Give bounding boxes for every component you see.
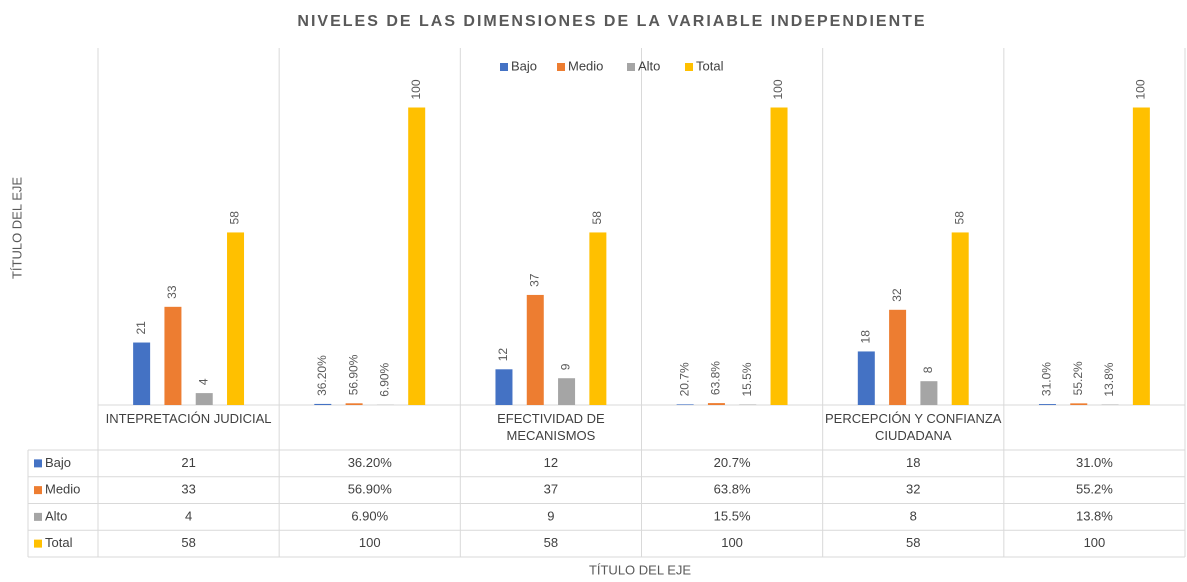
data-label: 100: [409, 79, 423, 99]
table-cell: 56.90%: [348, 482, 393, 497]
bar: [952, 232, 969, 405]
bar: [920, 381, 937, 405]
table-cell: 13.8%: [1076, 508, 1113, 523]
table-cell: 37: [544, 482, 558, 497]
table-cell: 33: [181, 482, 195, 497]
bar: [771, 108, 788, 406]
bar: [227, 232, 244, 405]
table-row-label: Total: [45, 535, 73, 550]
category-label-box: EFECTIVIDAD DE MECANISMOS: [462, 407, 639, 451]
legend-key: [34, 513, 42, 521]
table-cell: 31.0%: [1076, 455, 1113, 470]
legend-label: Medio: [568, 58, 603, 73]
table-cell: 4: [185, 508, 192, 523]
data-label: 6.90%: [378, 362, 392, 396]
legend-label: Alto: [638, 58, 660, 73]
table-cell: 6.90%: [351, 508, 388, 523]
data-label: 32: [890, 288, 904, 302]
data-label: 63.8%: [709, 361, 723, 395]
data-label: 20.7%: [677, 362, 691, 396]
bar: [133, 343, 150, 405]
legend-key: [685, 63, 693, 71]
bar: [196, 393, 213, 405]
bar: [677, 404, 694, 405]
data-label: 4: [196, 378, 210, 385]
legend-key: [627, 63, 635, 71]
bar: [408, 108, 425, 406]
data-label: 18: [858, 330, 872, 344]
bar: [527, 295, 544, 405]
legend-key: [34, 459, 42, 467]
table-cell: 8: [910, 508, 917, 523]
bar: [314, 404, 331, 405]
chart-title: NIVELES DE LAS DIMENSIONES DE LA VARIABL…: [297, 13, 926, 30]
legend-label: Bajo: [511, 58, 537, 73]
data-label: 12: [496, 348, 510, 362]
table-cell: 9: [547, 508, 554, 523]
data-label: 100: [1134, 79, 1148, 99]
data-label: 55.2%: [1071, 361, 1085, 395]
bar: [858, 351, 875, 405]
x-tick-label: EFECTIVIDAD DE MECANISMOS: [462, 407, 639, 444]
table-row-label: Medio: [45, 482, 80, 497]
data-label: 33: [165, 285, 179, 299]
bar: [708, 403, 725, 405]
category-label-box: PERCEPCIÓN Y CONFIANZA CIUDADANA: [825, 407, 1002, 451]
data-label: 37: [527, 273, 541, 287]
table-cell: 55.2%: [1076, 482, 1113, 497]
bar: [495, 369, 512, 405]
data-label: 13.8%: [1102, 362, 1116, 396]
legend-key: [500, 63, 508, 71]
table-cell: 32: [906, 482, 920, 497]
data-label: 21: [134, 321, 148, 335]
table-cell: 58: [544, 535, 558, 550]
bar: [164, 307, 181, 405]
table-cell: 20.7%: [714, 455, 751, 470]
table-cell: 15.5%: [714, 508, 751, 523]
table-cell: 12: [544, 455, 558, 470]
table-cell: 21: [181, 455, 195, 470]
x-tick-label: PERCEPCIÓN Y CONFIANZA CIUDADANA: [825, 407, 1002, 444]
legend-key: [34, 486, 42, 494]
bar: [589, 232, 606, 405]
y-axis-title: TÍTULO DEL EJE: [9, 177, 24, 279]
data-label: 36.20%: [315, 355, 329, 396]
bar: [1039, 404, 1056, 405]
category-label-box: INTEPRETACIÓN JUDICIAL: [100, 407, 277, 451]
table-cell: 58: [906, 535, 920, 550]
table-row-label: Alto: [45, 508, 67, 523]
bar: [1133, 108, 1150, 406]
x-tick-label: INTEPRETACIÓN JUDICIAL: [100, 407, 277, 427]
data-label: 58: [952, 211, 966, 225]
table-cell: 58: [181, 535, 195, 550]
legend-label: Total: [696, 58, 724, 73]
bar: [1070, 403, 1087, 405]
table-cell: 100: [721, 535, 743, 550]
table-cell: 100: [359, 535, 381, 550]
table-cell: 100: [1084, 535, 1106, 550]
table-cell: 63.8%: [714, 482, 751, 497]
data-label: 31.0%: [1040, 362, 1054, 396]
legend-key: [557, 63, 565, 71]
bar: [346, 403, 363, 405]
data-label: 100: [771, 79, 785, 99]
data-label: 8: [921, 366, 935, 373]
table-row-label: Bajo: [45, 455, 71, 470]
data-label: 9: [559, 363, 573, 370]
x-axis-title: TÍTULO DEL EJE: [589, 562, 691, 577]
bar: [558, 378, 575, 405]
table-cell: 18: [906, 455, 920, 470]
data-label: 58: [590, 211, 604, 225]
data-label: 15.5%: [740, 362, 754, 396]
bar: [889, 310, 906, 405]
data-label: 58: [228, 211, 242, 225]
table-cell: 36.20%: [348, 455, 393, 470]
data-label: 56.90%: [346, 354, 360, 395]
legend-key: [34, 540, 42, 548]
